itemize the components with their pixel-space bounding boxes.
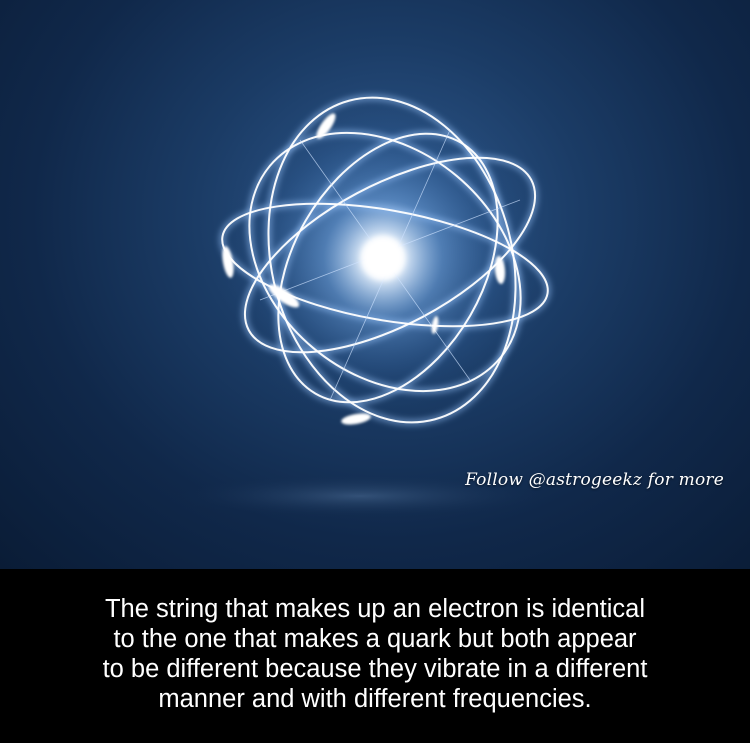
orbit-5 (277, 132, 499, 404)
caption-line-2: to the one that makes a quark but both a… (113, 625, 637, 653)
caption-bar: The string that makes up an electron is … (0, 569, 750, 743)
orbit-1 (243, 156, 537, 354)
caption-line-4: manner and with different frequencies. (158, 685, 592, 713)
core-dot (371, 246, 395, 270)
atom-photo: Follow @astrogeekz for more (0, 0, 750, 569)
orbit-3 (221, 202, 549, 328)
electron-streaks (222, 113, 506, 425)
electron-4 (494, 256, 506, 284)
electron-1 (316, 113, 336, 139)
floor-reflection (170, 474, 550, 518)
electron-3 (268, 284, 300, 308)
orbit-lines (221, 96, 549, 424)
caption-line-3: to be different because they vibrate in … (102, 655, 648, 683)
watermark: Follow @astrogeekz for more (465, 470, 724, 490)
electron-2 (222, 246, 234, 278)
caption-text: The string that makes up an electron is … (25, 594, 725, 714)
caption-line-1: The string that makes up an electron is … (104, 595, 646, 623)
electron-6 (431, 316, 439, 334)
atom-illustration (170, 88, 553, 518)
electron-5 (341, 413, 371, 425)
